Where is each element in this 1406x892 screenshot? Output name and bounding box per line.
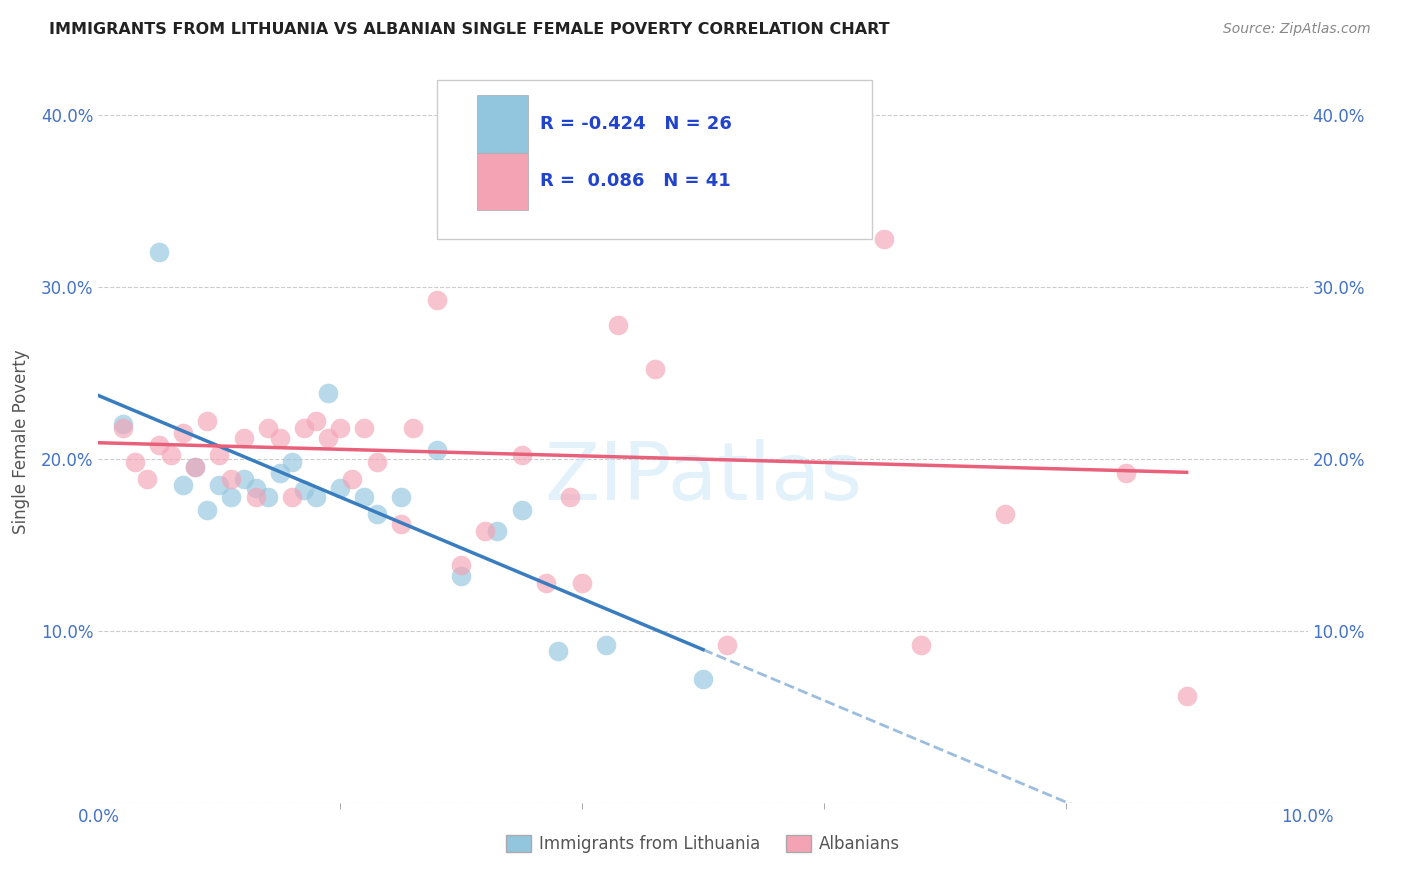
Point	[1115, 466, 1137, 480]
Point	[111, 421, 134, 435]
Point	[389, 517, 412, 532]
Point	[994, 507, 1017, 521]
Point	[124, 455, 146, 469]
Point	[450, 558, 472, 573]
Point	[547, 644, 569, 658]
Point	[195, 503, 218, 517]
Point	[716, 638, 738, 652]
Text: Source: ZipAtlas.com: Source: ZipAtlas.com	[1223, 22, 1371, 37]
Point	[135, 472, 157, 486]
Text: ZIPatlas: ZIPatlas	[544, 439, 862, 516]
Point	[644, 362, 666, 376]
Point	[329, 421, 352, 435]
Text: IMMIGRANTS FROM LITHUANIA VS ALBANIAN SINGLE FEMALE POVERTY CORRELATION CHART: IMMIGRANTS FROM LITHUANIA VS ALBANIAN SI…	[49, 22, 890, 37]
Point	[245, 490, 267, 504]
FancyBboxPatch shape	[477, 95, 527, 153]
Point	[195, 414, 218, 428]
Point	[486, 524, 509, 538]
Point	[208, 477, 231, 491]
Point	[342, 472, 364, 486]
Point	[402, 421, 425, 435]
Point	[329, 481, 352, 495]
Point	[232, 472, 254, 486]
Point	[510, 448, 533, 462]
Point	[172, 425, 194, 440]
Point	[281, 490, 304, 504]
Point	[534, 575, 557, 590]
Point	[873, 231, 896, 245]
Point	[256, 421, 278, 435]
Point	[221, 472, 243, 486]
Point	[281, 455, 304, 469]
Point	[450, 568, 472, 582]
Point	[256, 490, 278, 504]
Point	[184, 460, 207, 475]
Point	[1175, 689, 1198, 703]
Legend: Immigrants from Lithuania, Albanians: Immigrants from Lithuania, Albanians	[499, 828, 907, 860]
Point	[595, 638, 617, 652]
Point	[910, 638, 932, 652]
Point	[426, 293, 449, 308]
Point	[426, 443, 449, 458]
Point	[292, 483, 315, 497]
Point	[607, 318, 630, 332]
Point	[813, 128, 835, 143]
Point	[316, 386, 339, 401]
Point	[292, 421, 315, 435]
Point	[148, 438, 170, 452]
Point	[269, 466, 291, 480]
Point	[353, 421, 375, 435]
Point	[305, 414, 328, 428]
Point	[305, 490, 328, 504]
Text: R =  0.086   N = 41: R = 0.086 N = 41	[540, 172, 731, 190]
Point	[510, 503, 533, 517]
Point	[558, 490, 581, 504]
Point	[221, 490, 243, 504]
Point	[571, 575, 593, 590]
Point	[111, 417, 134, 432]
Point	[474, 524, 496, 538]
Point	[269, 431, 291, 445]
Point	[172, 477, 194, 491]
Point	[208, 448, 231, 462]
Point	[366, 507, 388, 521]
Point	[232, 431, 254, 445]
FancyBboxPatch shape	[437, 80, 872, 239]
Point	[245, 481, 267, 495]
Point	[692, 672, 714, 686]
Point	[353, 490, 375, 504]
Point	[316, 431, 339, 445]
Y-axis label: Single Female Poverty: Single Female Poverty	[11, 350, 30, 533]
Point	[160, 448, 183, 462]
Text: R = -0.424   N = 26: R = -0.424 N = 26	[540, 115, 731, 133]
Point	[184, 460, 207, 475]
Point	[148, 245, 170, 260]
FancyBboxPatch shape	[477, 153, 527, 211]
Point	[389, 490, 412, 504]
Point	[366, 455, 388, 469]
Point	[692, 128, 714, 143]
